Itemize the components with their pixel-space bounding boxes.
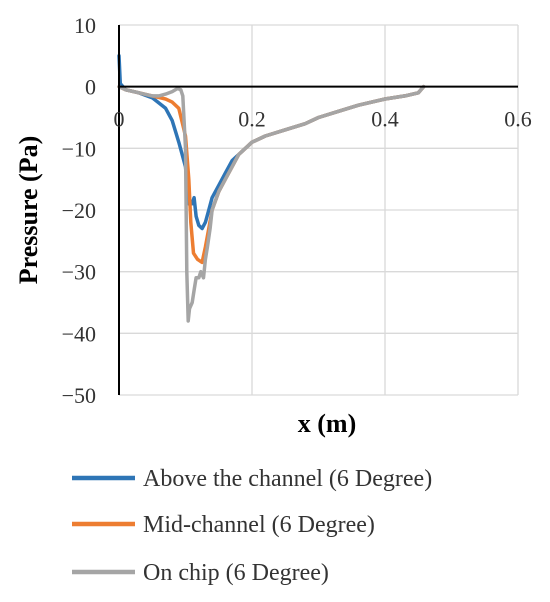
tick-labels: 10 0 −10 −20 −30 −40 −50 0 0.2 0.4 0.6 [62,13,532,408]
y-tick-label: −40 [62,321,96,346]
y-tick-label: −50 [62,383,96,408]
x-tick-label: 0 [114,107,125,132]
x-tick-label: 0.2 [238,107,266,132]
legend-label-on-chip: On chip (6 Degree) [143,560,329,586]
y-tick-label: −10 [62,136,96,161]
gridlines [119,24,519,396]
x-tick-label: 0.4 [371,107,399,132]
y-tick-label: 0 [85,75,96,100]
series-line-2 [117,84,426,323]
y-tick-label: −20 [62,198,96,223]
legend-label-above-channel: Above the channel (6 Degree) [143,466,432,492]
legend-label-mid-channel: Mid-channel (6 Degree) [143,512,375,538]
x-axis-title: x (m) [298,409,356,438]
legend: Above the channel (6 Degree) Mid-channel… [72,466,432,586]
series-line-0 [117,54,426,231]
y-tick-label: 10 [74,13,96,38]
y-tick-label: −30 [62,260,96,285]
x-tick-label: 0.6 [504,107,532,132]
y-axis-title: Pressure (Pa) [14,136,43,285]
axes [118,25,518,395]
series-lines [117,54,426,323]
